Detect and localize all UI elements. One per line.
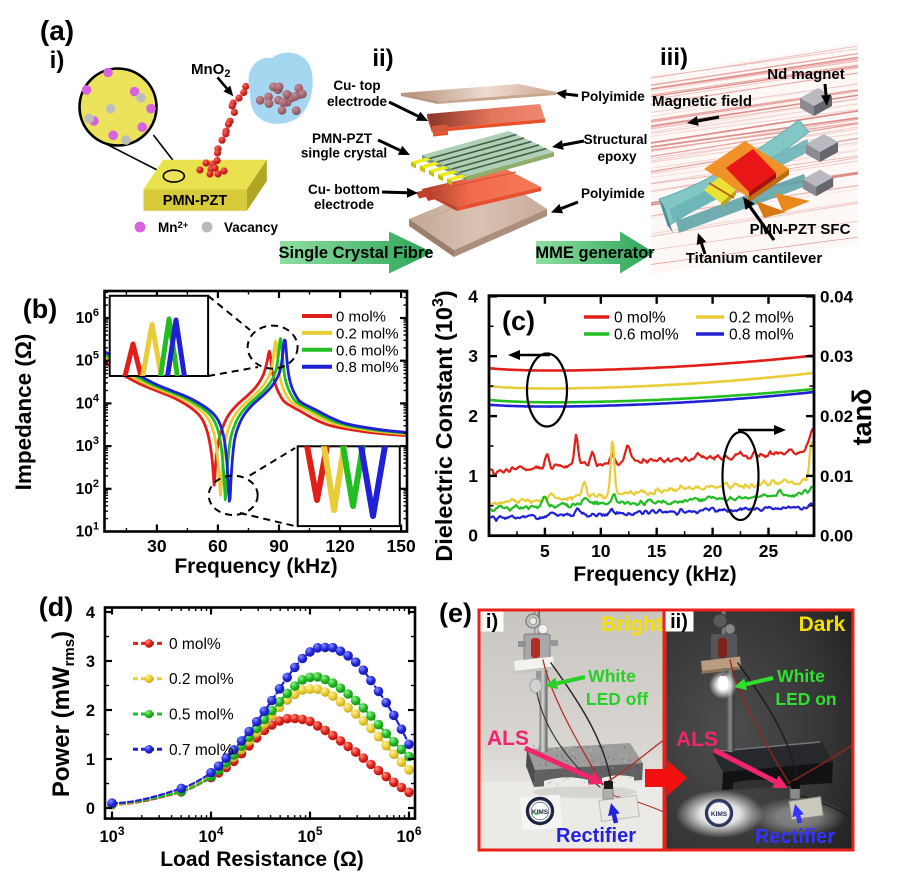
svg-text:MnO2: MnO2 xyxy=(191,61,230,80)
svg-text:25: 25 xyxy=(759,541,779,561)
svg-text:0.6 mol%: 0.6 mol% xyxy=(336,342,399,359)
svg-text:ii): ii) xyxy=(372,45,393,72)
svg-text:PMN-PZT SFC: PMN-PZT SFC xyxy=(750,221,851,238)
svg-text:iii): iii) xyxy=(660,44,688,71)
svg-text:0.03: 0.03 xyxy=(820,347,853,366)
svg-text:0.5 mol%: 0.5 mol% xyxy=(169,707,234,724)
svg-text:LED off: LED off xyxy=(586,689,648,709)
svg-text:Load Resistance (Ω): Load Resistance (Ω) xyxy=(160,848,364,871)
svg-text:Cu- bottom: Cu- bottom xyxy=(308,182,380,197)
svg-text:0.04: 0.04 xyxy=(820,287,854,306)
svg-text:(e): (e) xyxy=(439,598,472,628)
svg-text:0.2 mol%: 0.2 mol% xyxy=(729,310,794,327)
svg-text:Dielectric Constant (103): Dielectric Constant (103) xyxy=(430,290,457,561)
svg-text:3: 3 xyxy=(86,653,95,671)
svg-text:0.6 mol%: 0.6 mol% xyxy=(614,327,679,344)
svg-text:Single Crystal Fibre: Single Crystal Fibre xyxy=(279,244,434,262)
svg-text:PMN-PZT: PMN-PZT xyxy=(312,131,373,146)
svg-text:1: 1 xyxy=(468,466,478,486)
svg-text:0.02: 0.02 xyxy=(820,407,853,426)
svg-text:0: 0 xyxy=(86,800,95,818)
svg-text:ii): ii) xyxy=(670,611,688,633)
svg-text:120: 120 xyxy=(325,536,354,556)
svg-text:4: 4 xyxy=(468,286,478,306)
svg-text:epoxy: epoxy xyxy=(597,149,637,164)
svg-text:Frequency (kHz): Frequency (kHz) xyxy=(573,563,736,586)
svg-text:2: 2 xyxy=(86,702,95,720)
svg-text:Frequency (kHz): Frequency (kHz) xyxy=(174,555,337,578)
svg-text:PMN-PZT: PMN-PZT xyxy=(163,193,228,209)
svg-text:(d): (d) xyxy=(39,592,73,622)
svg-text:MME generator: MME generator xyxy=(535,244,655,262)
svg-text:(b): (b) xyxy=(23,294,57,324)
svg-text:LED on: LED on xyxy=(775,689,836,709)
svg-text:90: 90 xyxy=(269,536,289,556)
svg-text:ALS: ALS xyxy=(676,728,718,751)
svg-text:tanδ: tanδ xyxy=(847,389,877,446)
svg-text:i): i) xyxy=(486,611,498,633)
svg-text:0.8 mol%: 0.8 mol% xyxy=(336,359,399,376)
svg-text:0 mol%: 0 mol% xyxy=(336,309,386,326)
svg-text:2: 2 xyxy=(468,406,478,426)
svg-text:(a): (a) xyxy=(40,15,74,46)
svg-text:White: White xyxy=(777,666,825,686)
svg-text:0.7 mol%: 0.7 mol% xyxy=(169,742,234,759)
svg-text:0.8 mol%: 0.8 mol% xyxy=(729,327,794,344)
svg-text:(c): (c) xyxy=(502,306,535,336)
svg-text:Vacancy: Vacancy xyxy=(224,220,279,235)
svg-text:Bright: Bright xyxy=(601,613,663,636)
svg-text:3: 3 xyxy=(468,346,478,366)
svg-text:Magnetic field: Magnetic field xyxy=(652,93,752,110)
svg-text:Nd magnet: Nd magnet xyxy=(767,66,845,83)
svg-text:White: White xyxy=(588,666,636,686)
svg-text:5: 5 xyxy=(540,541,550,561)
svg-text:150: 150 xyxy=(386,536,415,556)
svg-text:electrode: electrode xyxy=(327,94,388,109)
svg-text:Rectifier: Rectifier xyxy=(755,826,835,848)
svg-text:4: 4 xyxy=(86,604,96,622)
svg-text:i): i) xyxy=(50,47,65,74)
svg-text:Cu- top: Cu- top xyxy=(333,78,380,93)
svg-text:0.2 mol%: 0.2 mol% xyxy=(169,671,234,688)
svg-text:Polyimide: Polyimide xyxy=(581,186,645,201)
svg-text:KIMS: KIMS xyxy=(532,809,549,816)
svg-text:30: 30 xyxy=(147,536,167,556)
svg-text:20: 20 xyxy=(703,541,723,561)
svg-text:0 mol%: 0 mol% xyxy=(169,636,221,653)
svg-text:0.00: 0.00 xyxy=(820,527,853,546)
svg-text:60: 60 xyxy=(208,536,228,556)
svg-text:electrode: electrode xyxy=(314,197,375,212)
svg-text:ALS: ALS xyxy=(487,727,529,750)
svg-text:0.01: 0.01 xyxy=(820,467,853,486)
svg-text:10: 10 xyxy=(591,541,611,561)
svg-text:Titanium cantilever: Titanium cantilever xyxy=(686,250,823,267)
svg-text:Rectifier: Rectifier xyxy=(556,825,636,847)
svg-text:0.2 mol%: 0.2 mol% xyxy=(336,325,399,342)
svg-text:Impedance (Ω): Impedance (Ω) xyxy=(11,334,36,491)
svg-text:15: 15 xyxy=(647,541,667,561)
svg-text:Structural: Structural xyxy=(584,132,648,147)
svg-text:KIMS: KIMS xyxy=(711,811,728,818)
svg-text:Dark: Dark xyxy=(799,613,846,636)
svg-text:0: 0 xyxy=(468,526,478,546)
svg-text:Polyimide: Polyimide xyxy=(581,89,645,104)
svg-text:single crystal: single crystal xyxy=(301,146,387,161)
svg-text:1: 1 xyxy=(86,751,95,769)
svg-text:0 mol%: 0 mol% xyxy=(614,310,666,327)
